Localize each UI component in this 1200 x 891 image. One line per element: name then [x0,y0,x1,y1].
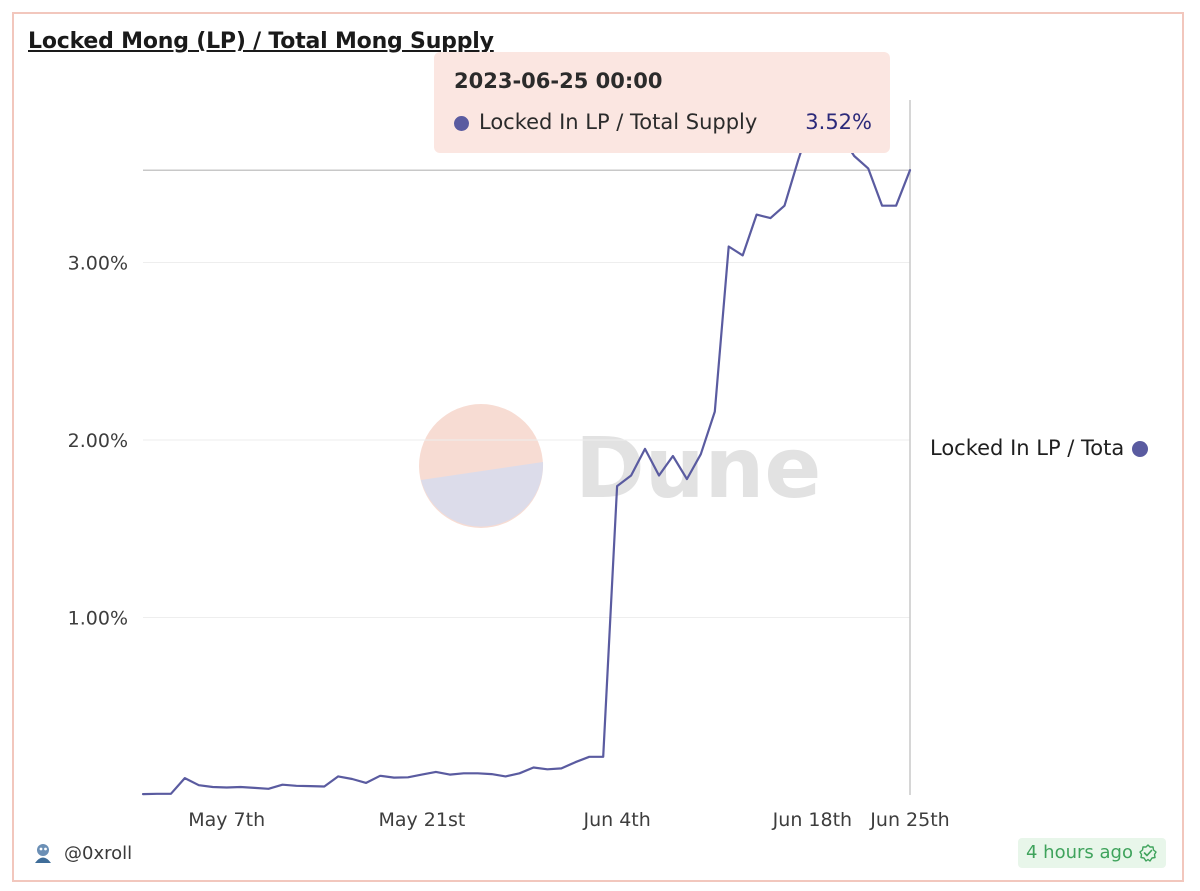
dune-watermark-text: Dune [575,419,821,517]
y-tick-label: 2.00% [68,430,128,452]
legend-dot-icon[interactable] [1132,441,1148,457]
x-tick-label: May 21st [378,809,465,831]
chart-title[interactable]: Locked Mong (LP) / Total Mong Supply [28,29,494,54]
chart-frame [12,12,1184,882]
updated-badge: 4 hours ago [1018,838,1166,868]
x-tick-label: May 7th [188,809,265,831]
tooltip-date: 2023-06-25 00:00 [454,69,663,93]
legend-item[interactable]: Locked In LP / Total Supply [930,434,1155,464]
hover-tooltip: 2023-06-25 00:00 Locked In LP / Total Su… [434,52,890,153]
x-tick-label: Jun 4th [582,809,650,831]
avatar-icon[interactable] [32,842,54,864]
legend-label[interactable]: Locked In LP / Total Supply [930,436,1123,460]
x-tick-label: Jun 18th [772,809,852,831]
check-badge-icon [1139,844,1157,862]
dune-watermark-logo [419,404,544,528]
series-line [141,105,912,796]
tooltip-value: 3.52% [805,110,872,134]
updated-time: 4 hours ago [1026,842,1133,863]
x-tick-label: Jun 25th [869,809,949,831]
tooltip-series-label: Locked In LP / Total Supply [479,110,758,134]
tooltip-series-dot-icon [454,116,469,131]
y-tick-label: 1.00% [68,608,128,630]
y-tick-label: 3.00% [68,253,128,275]
author-name[interactable]: @0xroll [64,843,133,864]
